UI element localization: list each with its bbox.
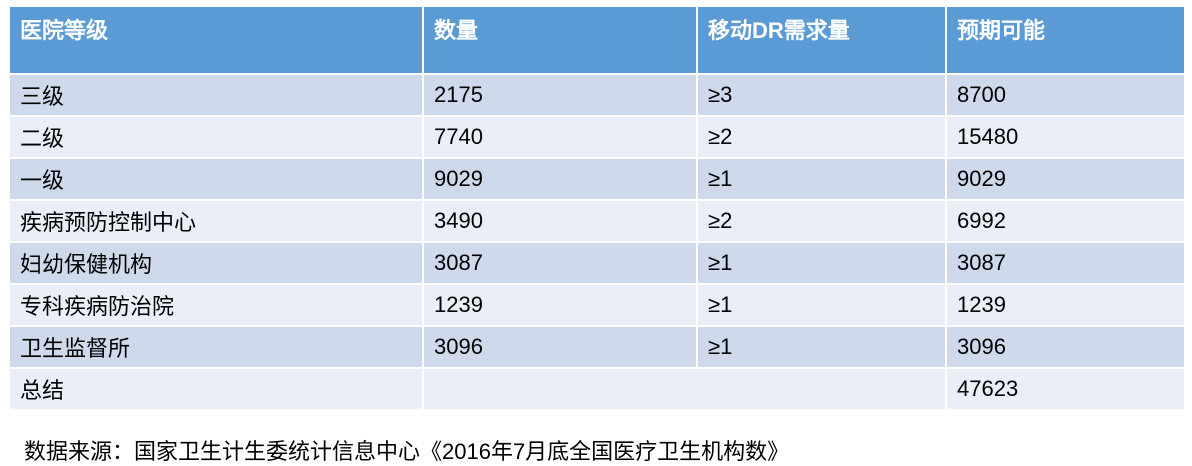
table-cell: ≥3 bbox=[696, 73, 947, 117]
header-cell: 预期可能 bbox=[945, 5, 1186, 75]
table-cell: 7740 bbox=[422, 115, 698, 159]
table-cell: ≥1 bbox=[696, 283, 947, 327]
total-value: 47623 bbox=[945, 367, 1186, 411]
table-row: 疾病预防控制中心 3490 ≥2 6992 bbox=[8, 199, 1186, 243]
table-cell: 9029 bbox=[945, 157, 1186, 201]
table-cell: 9029 bbox=[422, 157, 698, 201]
table-cell: 1239 bbox=[945, 283, 1186, 327]
table-cell: ≥1 bbox=[696, 157, 947, 201]
table-cell: 专科疾病防治院 bbox=[8, 283, 424, 327]
table-cell: ≥1 bbox=[696, 325, 947, 369]
table-cell: 2175 bbox=[422, 73, 698, 117]
table-row: 卫生监督所 3096 ≥1 3096 bbox=[8, 325, 1186, 369]
table-cell: 三级 bbox=[8, 73, 424, 117]
footnote: 数据来源：国家卫生计生委统计信息中心《2016年7月底全国医疗卫生机构数》 bbox=[24, 439, 790, 464]
table-cell: ≥1 bbox=[696, 241, 947, 285]
table-cell: 妇幼保健机构 bbox=[8, 241, 424, 285]
table-cell: 8700 bbox=[945, 73, 1186, 117]
table-cell: 卫生监督所 bbox=[8, 325, 424, 369]
table-cell: 1239 bbox=[422, 283, 698, 327]
total-label: 总结 bbox=[8, 367, 424, 411]
table-cell: 一级 bbox=[8, 157, 424, 201]
table-row: 专科疾病防治院 1239 ≥1 1239 bbox=[8, 283, 1186, 327]
table-cell: 疾病预防控制中心 bbox=[8, 199, 424, 243]
empty-cell bbox=[422, 367, 947, 411]
table-body: 三级 2175 ≥3 8700 二级 7740 ≥2 15480 一级 9029 ≥1 9029 疾病预… bbox=[8, 73, 1186, 411]
header-cell: 移动DR需求量 bbox=[696, 5, 947, 75]
table-row: 妇幼保健机构 3087 ≥1 3087 bbox=[8, 241, 1186, 285]
table-cell: 二级 bbox=[8, 115, 424, 159]
table-row: 三级 2175 ≥3 8700 bbox=[8, 73, 1186, 117]
table-row: 二级 7740 ≥2 15480 bbox=[8, 115, 1186, 159]
table-cell: 3096 bbox=[945, 325, 1186, 369]
table-cell: 3087 bbox=[945, 241, 1186, 285]
header-row: 医院等级 数量 移动DR需求量 预期可能 bbox=[8, 5, 1186, 75]
total-row: 总结 47623 bbox=[8, 367, 1186, 411]
data-table: 医院等级 数量 移动DR需求量 预期可能 三级 2175 ≥3 8700 二级 7740 ≥2 15… bbox=[8, 5, 1186, 411]
table-cell: 3096 bbox=[422, 325, 698, 369]
table-cell: 6992 bbox=[945, 199, 1186, 243]
table-row: 一级 9029 ≥1 9029 bbox=[8, 157, 1186, 201]
header-cell: 数量 bbox=[422, 5, 698, 75]
table-cell: 3490 bbox=[422, 199, 698, 243]
table-cell: ≥2 bbox=[696, 115, 947, 159]
table-cell: ≥2 bbox=[696, 199, 947, 243]
table-cell: 3087 bbox=[422, 241, 698, 285]
table-cell: 15480 bbox=[945, 115, 1186, 159]
header-cell: 医院等级 bbox=[8, 5, 424, 75]
